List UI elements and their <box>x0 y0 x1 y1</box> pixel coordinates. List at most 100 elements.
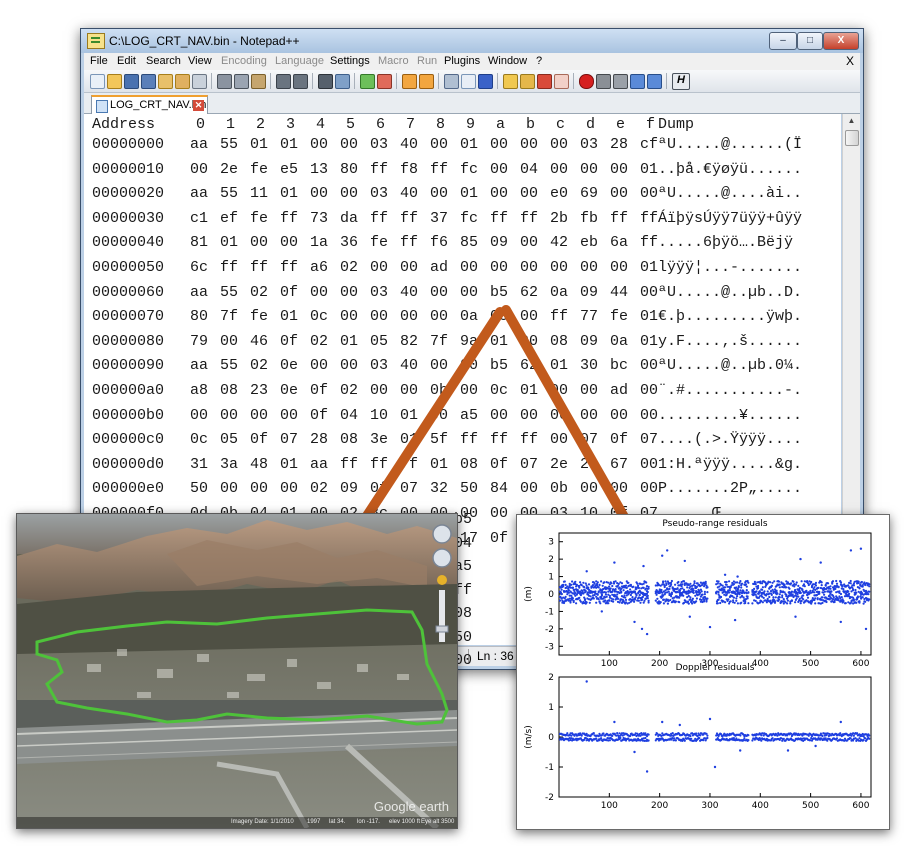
row-dump-text[interactable]: lÿÿÿ¦...-....... <box>658 259 803 276</box>
hex-byte[interactable]: 10 <box>370 406 389 424</box>
menu-file[interactable]: File <box>90 55 108 67</box>
hex-byte[interactable]: 01 <box>250 136 269 153</box>
hex-byte[interactable]: 00 <box>460 357 479 375</box>
hex-byte[interactable]: ff <box>460 431 479 449</box>
hex-byte[interactable]: 42 <box>550 234 569 252</box>
row-dump-text[interactable]: ¨.#...........-. <box>658 382 803 399</box>
sync-horizontal-icon[interactable] <box>419 74 434 89</box>
hex-byte[interactable]: 0f <box>610 431 629 449</box>
hex-byte[interactable]: 02 <box>310 480 329 498</box>
zoom-slider-thumb[interactable] <box>435 625 449 633</box>
hex-byte[interactable]: 07 <box>640 431 659 449</box>
hex-byte[interactable]: 00 <box>490 185 509 203</box>
hex-byte[interactable]: 00 <box>490 406 509 424</box>
hex-byte[interactable]: fe <box>250 308 269 326</box>
hex-byte[interactable]: 00 <box>490 259 509 276</box>
hex-byte[interactable]: 00 <box>280 480 299 498</box>
hex-byte[interactable]: ff <box>370 455 389 473</box>
hex-byte[interactable]: 79 <box>190 332 209 350</box>
hex-byte[interactable]: ff <box>520 431 539 449</box>
menu-macro[interactable]: Macro <box>378 55 409 67</box>
undo-icon[interactable] <box>276 74 291 89</box>
hex-byte[interactable]: 2b <box>550 209 569 227</box>
hex-byte[interactable]: 03 <box>370 357 389 375</box>
hex-byte[interactable]: aa <box>310 455 329 473</box>
hex-byte[interactable]: 50 <box>460 480 479 498</box>
show-all-characters-icon[interactable] <box>461 74 476 89</box>
hex-byte[interactable]: c1 <box>190 209 209 227</box>
hex-byte[interactable]: 0a <box>460 308 479 326</box>
hex-byte[interactable]: ff <box>340 455 359 473</box>
hex-byte[interactable]: 0c <box>190 431 209 449</box>
hex-byte[interactable]: 00 <box>370 308 389 326</box>
hex-byte[interactable]: 08 <box>340 431 359 449</box>
row-dump-text[interactable]: ªU.....@......(Ï <box>658 136 803 153</box>
hex-byte[interactable]: 00 <box>310 136 329 153</box>
hex-byte[interactable]: 0f <box>310 406 329 424</box>
hex-byte[interactable]: 00 <box>550 406 569 424</box>
word-wrap-icon[interactable] <box>444 74 459 89</box>
hex-byte[interactable]: 40 <box>400 185 419 203</box>
playback-icon[interactable] <box>613 74 628 89</box>
hex-byte[interactable]: 00 <box>490 136 509 153</box>
hex-byte[interactable]: 00 <box>400 259 419 276</box>
hex-byte[interactable]: eb <box>580 234 599 252</box>
hex-byte[interactable]: 00 <box>550 136 569 153</box>
hex-byte[interactable]: 00 <box>430 406 449 424</box>
hex-byte[interactable]: 37 <box>430 209 449 227</box>
hex-byte[interactable]: 7f <box>430 332 449 350</box>
hex-byte[interactable]: b5 <box>490 283 509 301</box>
hex-byte[interactable]: 02 <box>340 259 359 276</box>
hex-byte[interactable]: 2e <box>550 455 569 473</box>
hex-byte[interactable]: 01 <box>280 308 299 326</box>
hex-byte[interactable]: 9a <box>460 332 479 350</box>
hex-byte[interactable]: 01 <box>640 160 659 178</box>
hex-byte[interactable]: 01 <box>280 136 299 153</box>
user-language-icon[interactable] <box>503 74 518 89</box>
hex-byte[interactable]: 00 <box>580 406 599 424</box>
row-dump-text[interactable]: €.þ.........ÿwþ. <box>658 308 803 326</box>
hex-byte[interactable]: cf <box>640 136 659 153</box>
hex-byte[interactable]: 77 <box>580 308 599 326</box>
hex-byte[interactable]: 09 <box>580 332 599 350</box>
hex-byte[interactable]: 01 <box>280 185 299 203</box>
hex-byte[interactable]: 04 <box>340 406 359 424</box>
hex-byte[interactable]: ef <box>220 209 239 227</box>
hex-byte[interactable]: 01 <box>460 185 479 203</box>
hex-byte[interactable]: 00 <box>460 259 479 276</box>
hex-byte[interactable]: 00 <box>640 357 659 375</box>
tab-close-icon[interactable]: ✕ <box>193 100 204 111</box>
hex-byte[interactable]: ff <box>400 234 419 252</box>
hex-byte[interactable]: ff <box>520 209 539 227</box>
hex-byte[interactable]: 55 <box>220 185 239 203</box>
hex-byte[interactable]: 00 <box>400 308 419 326</box>
hex-byte[interactable]: 07 <box>520 455 539 473</box>
hex-byte[interactable]: 00 <box>550 382 569 399</box>
hex-byte[interactable]: 0b <box>550 480 569 498</box>
hex-byte[interactable]: ff <box>400 455 419 473</box>
hex-byte[interactable]: aa <box>190 283 209 301</box>
hex-byte[interactable]: 23 <box>250 382 269 399</box>
print-icon[interactable] <box>192 74 207 89</box>
hex-byte[interactable]: ff <box>430 160 449 178</box>
hex-byte[interactable]: ff <box>370 209 389 227</box>
scroll-up-icon[interactable]: ▲ <box>847 116 856 125</box>
hex-byte[interactable]: 02 <box>250 283 269 301</box>
hex-byte[interactable]: ff <box>610 209 629 227</box>
hex-byte[interactable]: ad <box>610 382 629 399</box>
hex-byte[interactable]: ff <box>400 209 419 227</box>
menu-encoding[interactable]: Encoding <box>221 55 267 67</box>
hex-byte[interactable]: 05 <box>220 431 239 449</box>
hex-byte[interactable]: 01 <box>280 455 299 473</box>
hex-byte[interactable]: 01 <box>640 332 659 350</box>
hex-byte[interactable]: 7f <box>220 308 239 326</box>
hex-byte[interactable]: 28 <box>610 136 629 153</box>
hex-byte[interactable]: 0c <box>490 382 509 399</box>
hex-byte[interactable]: 07 <box>400 480 419 498</box>
hex-byte[interactable]: 62 <box>520 283 539 301</box>
save-icon[interactable] <box>124 74 139 89</box>
hex-byte[interactable]: 85 <box>460 234 479 252</box>
hex-byte[interactable]: 00 <box>220 480 239 498</box>
row-dump-text[interactable]: 1:H.ªÿÿÿ.....&g. <box>658 455 803 473</box>
hex-byte[interactable]: aa <box>190 185 209 203</box>
